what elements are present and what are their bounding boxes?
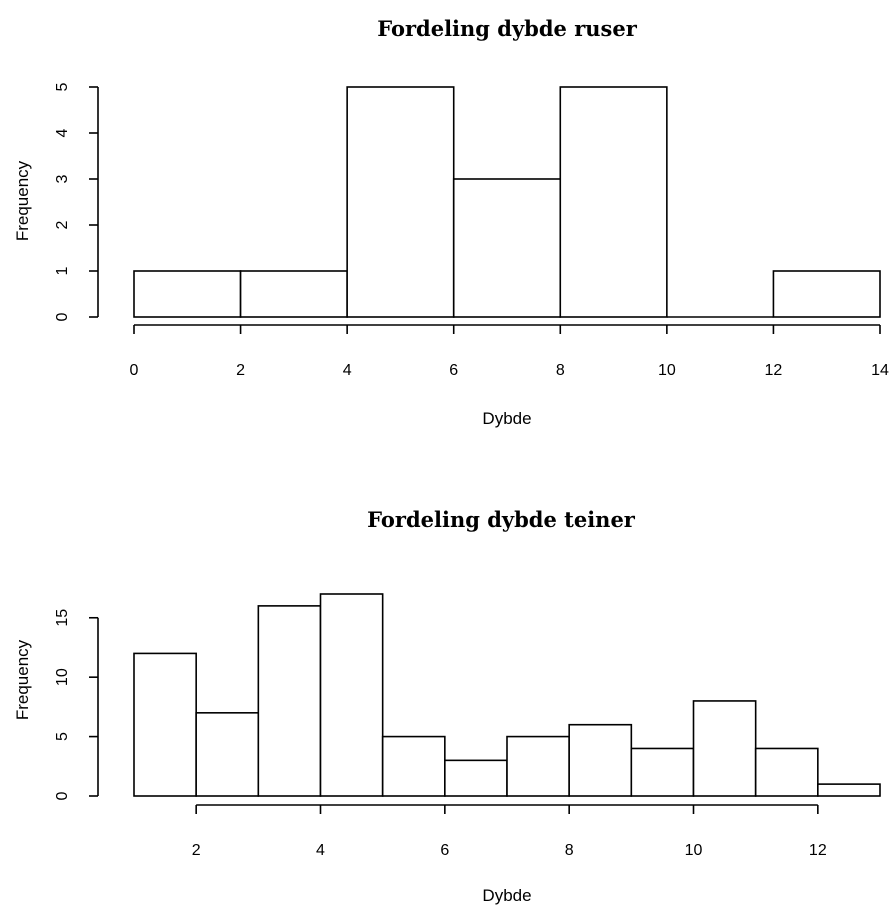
histogram-bar bbox=[257, 605, 322, 797]
y-tick-label: 10 bbox=[54, 668, 71, 686]
y-tick-label: 2 bbox=[54, 220, 71, 229]
x-tick-label: 14 bbox=[871, 362, 889, 379]
histogram-bar bbox=[133, 270, 242, 318]
y-axis: 0 1 2 3 4 5 bbox=[54, 82, 99, 321]
x-tick-label: 12 bbox=[809, 842, 827, 859]
y-tick-label: 1 bbox=[54, 266, 71, 275]
x-tick-label: 6 bbox=[440, 842, 449, 859]
histogram-bar bbox=[568, 723, 633, 797]
y-axis-label: Frequency bbox=[13, 160, 32, 241]
x-tick-label: 8 bbox=[556, 362, 565, 379]
bars bbox=[133, 86, 881, 318]
histogram-bar bbox=[133, 652, 197, 797]
histogram-bar bbox=[772, 270, 881, 318]
histogram-bar bbox=[319, 593, 384, 797]
x-tick-label: 2 bbox=[236, 362, 245, 379]
histogram-bar bbox=[506, 735, 570, 797]
y-axis: 0 5 10 15 bbox=[54, 609, 99, 800]
chart-title: Fordeling dybde ruser bbox=[377, 16, 638, 41]
histogram-bar bbox=[692, 700, 757, 797]
x-tick-label: 6 bbox=[449, 362, 458, 379]
x-axis-label: Dybde bbox=[482, 886, 531, 905]
x-tick-label: 4 bbox=[343, 362, 352, 379]
x-tick-label: 8 bbox=[565, 842, 574, 859]
x-axis: 0 2 4 6 8 10 12 14 bbox=[130, 324, 889, 379]
x-tick-label: 10 bbox=[658, 362, 676, 379]
histogram-bar bbox=[452, 178, 562, 318]
histogram-bar bbox=[754, 747, 819, 797]
y-tick-label: 5 bbox=[54, 732, 71, 741]
histogram-bar bbox=[817, 783, 881, 797]
y-tick-label: 0 bbox=[54, 312, 71, 321]
chart-title: Fordeling dybde teiner bbox=[367, 507, 636, 532]
y-axis-label: Frequency bbox=[13, 639, 32, 720]
y-tick-label: 5 bbox=[54, 82, 71, 91]
x-axis-label: Dybde bbox=[482, 409, 531, 428]
x-tick-label: 4 bbox=[316, 842, 325, 859]
histogram-bar bbox=[444, 759, 508, 797]
y-tick-label: 3 bbox=[54, 174, 71, 183]
histogram-ruser: Fordeling dybde ruser Frequency Dybde 0 1… bbox=[13, 16, 889, 428]
histogram-bar bbox=[381, 735, 446, 797]
bars bbox=[133, 593, 881, 797]
histogram-bar bbox=[195, 712, 260, 797]
histogram-teiner: Fordeling dybde teiner Frequency Dybde 0… bbox=[13, 507, 881, 905]
y-tick-label: 15 bbox=[54, 609, 71, 627]
x-tick-label: 2 bbox=[192, 842, 201, 859]
x-tick-label: 0 bbox=[130, 362, 139, 379]
histogram-bar bbox=[239, 270, 348, 318]
histogram-bar bbox=[346, 86, 455, 318]
y-tick-label: 0 bbox=[54, 791, 71, 800]
histogram-bar bbox=[559, 86, 668, 318]
y-tick-label: 4 bbox=[54, 128, 71, 137]
histogram-bar bbox=[630, 747, 695, 797]
x-tick-label: 10 bbox=[685, 842, 703, 859]
x-axis: 2 4 6 8 10 12 bbox=[192, 804, 827, 859]
x-tick-label: 12 bbox=[765, 362, 783, 379]
